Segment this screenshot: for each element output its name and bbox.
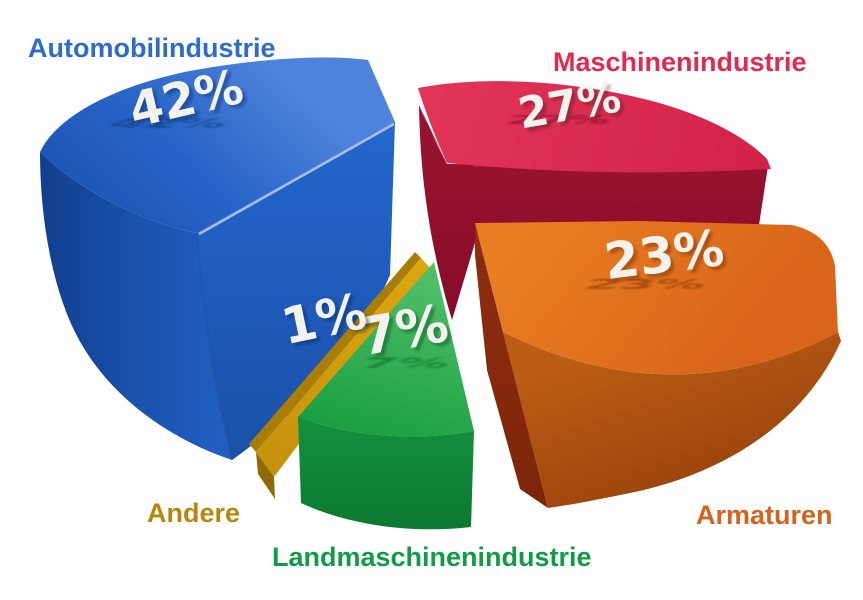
- percent-shadow-text: 42%: [105, 116, 231, 131]
- red-slice-front-face: [419, 105, 768, 320]
- red-slice-top-face: [418, 81, 771, 173]
- percent-text-shadow: 23%: [605, 223, 731, 295]
- blue-slice-wall-face: [40, 152, 232, 460]
- orange-slice-front-face: [503, 332, 841, 508]
- green-slice-top-face: [298, 262, 474, 437]
- percent-shadow-text: 27%: [502, 113, 615, 127]
- label-armaturen: Armaturen: [696, 500, 833, 530]
- slice-landmaschinenindustrie: 7% 7% 7%: [298, 262, 474, 530]
- percent-label-armaturen: 23% 23%: [601, 219, 730, 295]
- label-andere: Andere: [147, 498, 240, 528]
- percent-label-andere: 1% 1%: [276, 282, 375, 360]
- blue-slice-wall-divider: [196, 232, 233, 461]
- blue-slice-rim-highlight: [198, 122, 395, 236]
- percent-shadow-landmaschinenindustrie: 7%: [355, 355, 455, 372]
- green-slice-front-face: [298, 417, 474, 530]
- label-maschinenindustrie: Maschinenindustrie: [553, 47, 807, 77]
- orange-slice-left-face: [475, 223, 548, 508]
- percent-shadow-maschinenindustrie: 27%: [502, 113, 615, 127]
- label-landmaschinenindustrie: Landmaschinenindustrie: [272, 542, 592, 572]
- percent-shadow-automobilindustrie: 42%: [105, 116, 231, 131]
- blue-slice-top-face: [40, 57, 395, 233]
- slice-automobilindustrie: 42% 42% 42%: [40, 57, 395, 461]
- percent-shadow-text: 23%: [580, 276, 711, 292]
- label-automobilindustrie: Automobilindustrie: [28, 33, 275, 63]
- percent-text: 23%: [601, 219, 727, 291]
- percent-shadow-text: 7%: [355, 355, 455, 372]
- gold-slice-foot-face: [256, 452, 275, 499]
- orange-slice-top-face: [475, 221, 838, 375]
- slice-armaturen: 23% 23% 23%: [475, 219, 841, 508]
- percent-shadow-armaturen: 23%: [580, 276, 711, 292]
- gold-slice-dark-edge: [249, 252, 421, 452]
- slice-maschinenindustrie: 27% 27% 27%: [418, 72, 771, 320]
